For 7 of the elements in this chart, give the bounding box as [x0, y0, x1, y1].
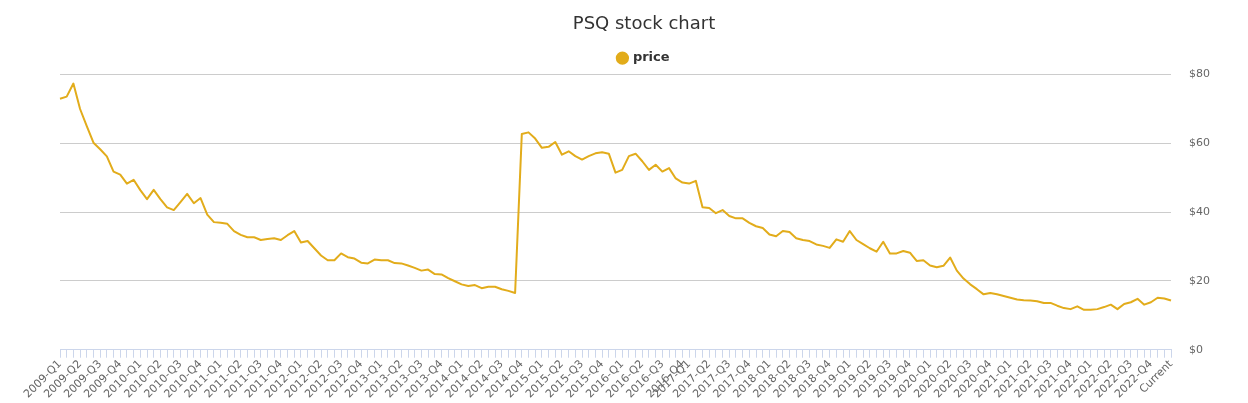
- y-tick-label: $20: [1189, 273, 1210, 287]
- legend-label: price: [632, 49, 670, 65]
- chart-title: PSQ stock chart: [572, 12, 716, 34]
- y-tick-label: $0: [1189, 342, 1203, 356]
- y-tick-label: $40: [1189, 205, 1210, 219]
- y-tick-label: $60: [1189, 136, 1210, 150]
- y-tick-label: $80: [1189, 67, 1210, 81]
